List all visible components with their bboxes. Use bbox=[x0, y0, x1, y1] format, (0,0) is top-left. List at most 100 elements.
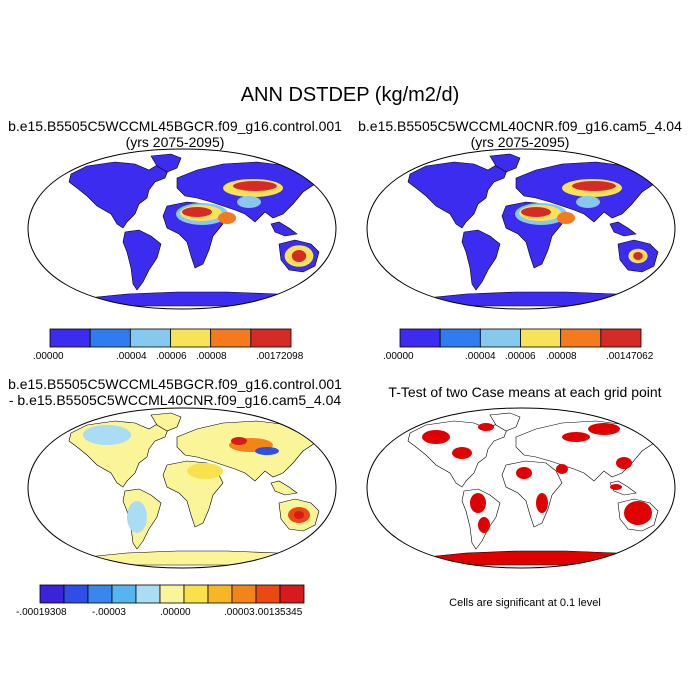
colorbar-box-1 bbox=[439, 328, 481, 348]
significant-region-12 bbox=[610, 484, 622, 490]
significant-region-10 bbox=[616, 457, 632, 469]
panel3-title-line2: - b.e15.B5505C5WCCML40CNR.f09_g16.cam5_4… bbox=[8, 392, 342, 408]
land-namerica bbox=[407, 161, 509, 229]
panel1-title-line2: (yrs 2075-2095) bbox=[125, 134, 225, 150]
diff-canada-neg bbox=[83, 425, 131, 445]
significant-region-2 bbox=[478, 423, 494, 431]
map-content bbox=[28, 408, 336, 568]
significant-region-4 bbox=[478, 517, 490, 533]
cb2-label-2: .00006 bbox=[505, 351, 536, 362]
dust-australia-core bbox=[633, 252, 643, 260]
colorbar-case2 bbox=[399, 328, 642, 348]
significant-region-9 bbox=[588, 423, 620, 435]
colorbar-box-1 bbox=[63, 584, 89, 604]
cb1-label-3: .00008 bbox=[196, 351, 227, 362]
cb1-label-2: .00006 bbox=[156, 351, 187, 362]
colorbar-box-3 bbox=[520, 328, 562, 348]
cb2-label-1: .00004 bbox=[465, 351, 496, 362]
dust-australia-core bbox=[291, 250, 307, 262]
main-title: ANN DSTDEP (kg/m2/d) bbox=[240, 84, 460, 106]
colorbar-box-2 bbox=[479, 328, 521, 348]
map-case1 bbox=[27, 148, 337, 310]
panel4-title-line1: T-Test of two Case means at each grid po… bbox=[388, 384, 662, 400]
land-seasia bbox=[270, 221, 298, 237]
dust-arabia bbox=[557, 212, 575, 224]
map-border bbox=[27, 148, 337, 310]
colorbar-box-3 bbox=[111, 584, 137, 604]
diff-asia-max bbox=[231, 437, 247, 445]
cb3-label-0: -.00019308 bbox=[16, 607, 67, 618]
colorbar-box-5 bbox=[600, 328, 642, 348]
significant-region-1 bbox=[452, 447, 472, 459]
colorbar-box-0 bbox=[49, 328, 91, 348]
colorbar-diff bbox=[39, 584, 305, 604]
diff-australia-max bbox=[294, 511, 304, 519]
diff-samerica-neg bbox=[127, 501, 147, 533]
colorbar-box-2 bbox=[87, 584, 113, 604]
panel2-title: b.e15.B5505C5WCCML40CNR.f09_g16.cam5_4.0… bbox=[340, 118, 700, 150]
colorbar-box-10 bbox=[279, 584, 305, 604]
land-samerica bbox=[122, 229, 162, 291]
panel4-title: T-Test of two Case means at each grid po… bbox=[355, 384, 695, 400]
panel3-title-line1: b.e15.B5505C5WCCML45BGCR.f09_g16.control… bbox=[8, 376, 342, 392]
map-border bbox=[366, 148, 676, 310]
map-border bbox=[27, 407, 337, 569]
map-ttest bbox=[366, 407, 676, 569]
map-difference bbox=[27, 407, 337, 569]
significant-region-11 bbox=[624, 501, 652, 525]
panel1-title-line1: b.e15.B5505C5WCCML45BGCR.f09_g16.control… bbox=[8, 118, 342, 134]
cb3-label-4: .00135345 bbox=[255, 607, 303, 618]
cb3-label-2: .00000 bbox=[160, 607, 191, 618]
land-seasia bbox=[609, 221, 637, 237]
colorbar-box-4 bbox=[210, 328, 252, 348]
colorbar-box-2 bbox=[129, 328, 171, 348]
dust-sahara-core bbox=[182, 207, 212, 217]
dust-sahara-core bbox=[521, 207, 551, 217]
map-case2 bbox=[366, 148, 676, 310]
significant-region-0 bbox=[422, 430, 450, 444]
significant-region-6 bbox=[536, 493, 548, 513]
panel3-title: b.e15.B5505C5WCCML45BGCR.f09_g16.control… bbox=[0, 376, 350, 408]
dust-arabia bbox=[218, 212, 236, 224]
land-africa bbox=[501, 460, 563, 528]
land-seasia bbox=[270, 480, 298, 496]
colorbar-case1 bbox=[49, 328, 292, 348]
cb3-label-1: -.00003 bbox=[92, 607, 126, 618]
land-greenland bbox=[150, 412, 182, 432]
map-border bbox=[366, 407, 676, 569]
colorbar-box-0 bbox=[399, 328, 441, 348]
colorbar-box-4 bbox=[560, 328, 602, 348]
colorbar-box-5 bbox=[159, 584, 185, 604]
dust-asia-core bbox=[233, 181, 277, 191]
colorbar-box-9 bbox=[255, 584, 281, 604]
colorbar-box-7 bbox=[207, 584, 233, 604]
cb1-label-0: .00000 bbox=[33, 351, 64, 362]
significant-region-7 bbox=[556, 464, 568, 474]
panel1-title: b.e15.B5505C5WCCML45BGCR.f09_g16.control… bbox=[0, 118, 350, 150]
colorbar-box-4 bbox=[135, 584, 161, 604]
cb1-label-1: .00004 bbox=[116, 351, 147, 362]
panel2-title-line1: b.e15.B5505C5WCCML40CNR.f09_g16.cam5_4.0… bbox=[358, 118, 682, 134]
cb2-label-3: .00008 bbox=[546, 351, 577, 362]
significance-footnote: Cells are significant at 0.1 level bbox=[449, 597, 601, 609]
panel2-title-line2: (yrs 2075-2095) bbox=[470, 134, 570, 150]
map-content bbox=[367, 408, 675, 568]
cb2-label-4: .00147062 bbox=[606, 351, 654, 362]
significant-region-5 bbox=[516, 467, 532, 479]
cb2-label-0: .00000 bbox=[383, 351, 414, 362]
diff-asia-neg bbox=[255, 447, 279, 455]
cb3-label-3: .00003 bbox=[224, 607, 255, 618]
colorbar-box-8 bbox=[231, 584, 257, 604]
cb1-label-4: .00172098 bbox=[256, 351, 304, 362]
land-namerica bbox=[68, 161, 170, 229]
colorbar-box-1 bbox=[89, 328, 131, 348]
land-greenland bbox=[489, 153, 521, 173]
diff-sahara-pos bbox=[187, 463, 223, 479]
map-content bbox=[28, 149, 336, 309]
significant-region-3 bbox=[470, 493, 486, 513]
dust-asia-core bbox=[572, 181, 616, 191]
map-content bbox=[367, 149, 675, 309]
land-greenland bbox=[489, 412, 521, 432]
dust-asia-south bbox=[237, 196, 261, 208]
colorbar-box-6 bbox=[183, 584, 209, 604]
